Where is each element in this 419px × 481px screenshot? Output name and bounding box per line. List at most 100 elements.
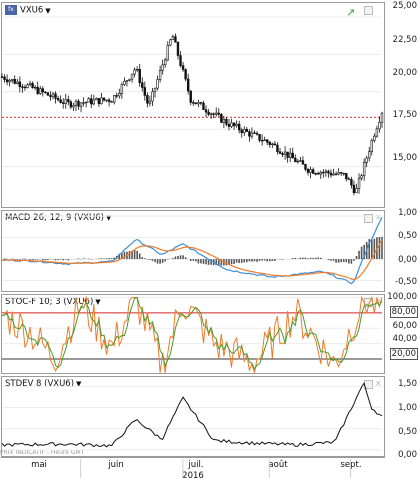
candle-body <box>72 105 75 108</box>
candle-body <box>194 102 198 105</box>
dropdown-arrow-icon[interactable]: ▼ <box>105 214 112 222</box>
maximize-icon[interactable] <box>364 214 373 223</box>
stdev-panel[interactable]: STDEV 8 (VXU6) ▼ ✕ <box>1 376 385 457</box>
candle-body <box>110 101 113 103</box>
candle-body <box>286 151 289 158</box>
candle-body <box>156 79 159 89</box>
dropdown-arrow-icon[interactable]: ▼ <box>45 6 51 15</box>
candle-body <box>355 187 358 194</box>
candle-body <box>8 79 11 83</box>
candle-body <box>49 95 52 98</box>
price-tick: 25,00 <box>392 1 417 11</box>
candle-body <box>296 160 300 163</box>
candle-body <box>120 84 124 94</box>
candle-body <box>151 91 154 102</box>
candle-body <box>77 100 80 107</box>
candle-body <box>306 169 310 173</box>
candle-body <box>64 99 67 104</box>
candle-body <box>281 153 284 155</box>
candle-body <box>283 151 287 155</box>
candle-body <box>169 39 172 46</box>
macd-tick: 0,50 <box>398 231 417 241</box>
close-icon[interactable]: ✕ <box>375 379 382 388</box>
candle-body <box>380 112 384 123</box>
candle-body <box>184 69 187 80</box>
maximize-icon[interactable] <box>364 6 373 15</box>
candle-body <box>39 88 42 94</box>
candle-body <box>97 98 101 105</box>
candle-body <box>222 118 226 123</box>
year-label: 2016 <box>182 471 204 481</box>
candle-body <box>67 99 70 103</box>
candle-body <box>51 93 55 98</box>
stdev-tick: 1,50 <box>398 379 417 389</box>
candle-body <box>352 184 356 194</box>
stoch-k-line <box>1 295 383 373</box>
dropdown-arrow-icon[interactable]: ▼ <box>95 298 101 306</box>
candle-body <box>141 82 144 88</box>
candle-body <box>225 118 228 125</box>
stdev-panel-title[interactable]: STDEV 8 (VXU6) ▼ <box>5 379 82 389</box>
candle-body <box>271 143 274 146</box>
candle-body <box>123 80 126 85</box>
candle-body <box>288 152 292 158</box>
candle-body <box>260 139 264 142</box>
candle-body <box>135 69 139 71</box>
candle-body <box>350 179 353 186</box>
candle-body <box>197 102 200 105</box>
macd-tick: 0,00 <box>398 255 417 265</box>
close-icon[interactable]: ✕ <box>375 213 382 222</box>
candle-body <box>54 93 57 99</box>
candle-body <box>133 69 136 75</box>
price-panel-title[interactable]: fx VXU6 ▼ <box>5 5 51 16</box>
macd-line <box>1 217 383 285</box>
candle-body <box>235 123 238 127</box>
month-label: août <box>268 460 288 470</box>
stdev-tick: 0,50 <box>398 427 417 437</box>
stoch-tick: 40,00 <box>392 334 417 344</box>
candle-body <box>59 99 62 103</box>
candle-body <box>105 99 108 102</box>
stoch-d-line <box>1 296 383 371</box>
candle-body <box>113 95 116 103</box>
candle-body <box>368 151 371 159</box>
candle-body <box>255 132 259 135</box>
stoch-tick: 60,00 <box>392 321 417 331</box>
dropdown-arrow-icon[interactable]: ▼ <box>76 380 82 388</box>
macd-panel[interactable]: MACD 26; 12; 9 (VXU6) ▼ ✕ <box>1 210 385 292</box>
macd-tick: -0,50 <box>395 277 417 287</box>
candle-body <box>215 112 218 115</box>
stoch-panel-title[interactable]: STOC-F 10; 3 (VXU6) ▼ <box>5 297 101 307</box>
candle-body <box>332 173 335 176</box>
candle-body <box>339 172 343 174</box>
candle-body <box>3 76 6 80</box>
candle-body <box>31 83 34 89</box>
candle-body <box>74 100 78 106</box>
candle-body <box>334 173 338 176</box>
candle-body <box>199 102 203 104</box>
stdev-tick: 0,00 <box>398 450 417 460</box>
candle-body <box>179 55 182 66</box>
price-tick: 15,00 <box>392 153 417 163</box>
candle-body <box>181 65 185 70</box>
month-label: juin <box>108 460 124 470</box>
candle-body <box>360 175 363 179</box>
candle-body <box>5 79 9 83</box>
trend-arrow-icon[interactable]: ↗ <box>346 6 356 19</box>
macd-panel-title[interactable]: MACD 26; 12; 9 (VXU6) ▼ <box>5 213 112 223</box>
candle-body <box>357 177 361 189</box>
candle-body <box>186 78 190 92</box>
candle-body <box>375 128 379 137</box>
watermark: PRIX INDICATIF - Heure GMT <box>0 449 85 456</box>
candle-body <box>250 132 254 137</box>
candle-body <box>253 132 256 134</box>
candle-body <box>146 95 149 104</box>
indicator-icon[interactable]: fx <box>5 5 17 15</box>
candle-body <box>311 169 315 174</box>
candle-body <box>314 173 317 175</box>
stdev-y-axis: 1,50 1,00 0,50 0,00 <box>386 376 419 460</box>
candle-body <box>166 44 169 61</box>
candle-body <box>217 112 220 115</box>
stoch-y-axis: 100,00 80,00 60,00 40,00 20,00 <box>386 292 419 374</box>
